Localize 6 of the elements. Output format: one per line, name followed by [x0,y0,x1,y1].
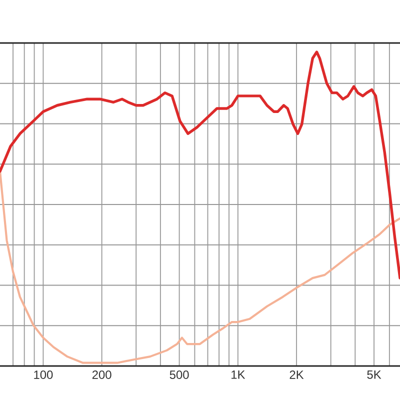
x-tick-label: 2K [290,370,304,379]
x-tick-label: 5K [367,370,382,379]
x-tick-label: 1K [232,370,246,379]
x-tick-label: 500 [170,370,189,379]
x-tick-label: 200 [92,370,112,379]
x-tick-label: 100 [34,370,53,379]
